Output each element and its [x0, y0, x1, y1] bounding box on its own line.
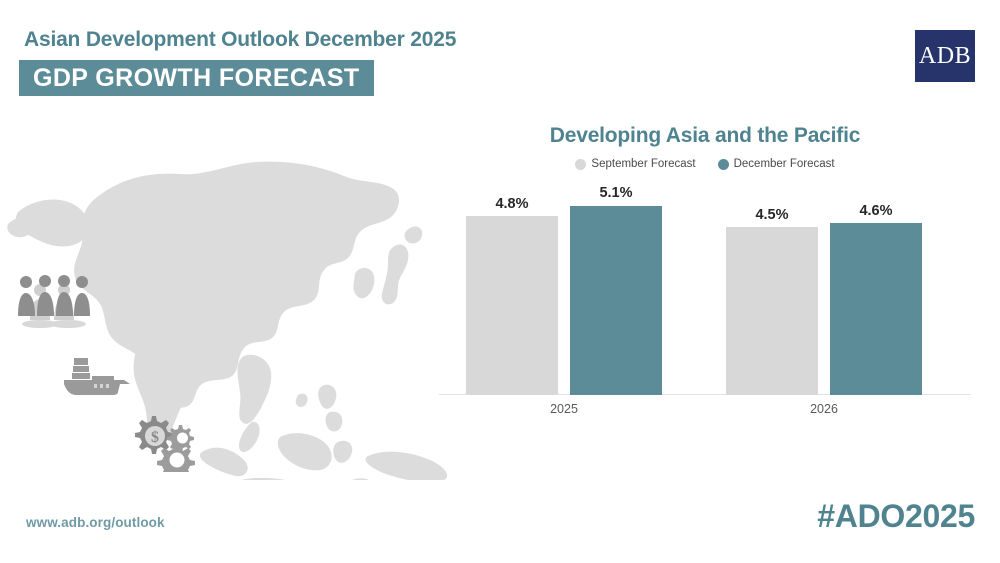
x-axis-label-2026: 2026: [810, 402, 838, 416]
page-title: Asian Development Outlook December 2025: [24, 28, 457, 51]
legend-label-december: December Forecast: [733, 158, 835, 170]
adb-logo: ADB: [915, 30, 975, 82]
bar-group-2026: 4.5% 4.6%: [713, 186, 935, 395]
bar-value-2026-december: 4.6%: [859, 202, 893, 219]
bar-column-2025-september[interactable]: 4.8%: [466, 186, 558, 395]
chart-plot-area: 4.8% 5.1% 4.5% 4.6%: [425, 186, 985, 422]
legend-label-september: September Forecast: [591, 158, 696, 170]
bar-2025-december[interactable]: [570, 205, 662, 395]
legend-item-december[interactable]: December Forecast: [717, 158, 835, 170]
svg-text:$: $: [151, 429, 159, 446]
website-url[interactable]: www.adb.org/outlook: [26, 515, 165, 530]
bar-value-2025-september: 4.8%: [495, 195, 529, 212]
adb-logo-text: ADB: [918, 43, 972, 69]
gears-dollar-icon: $: [130, 412, 198, 482]
x-axis-line: [439, 394, 971, 395]
chart-legend: September Forecast December Forecast: [425, 158, 985, 170]
chart-panel: Developing Asia and the Pacific Septembe…: [425, 108, 985, 446]
bar-column-2026-september[interactable]: 4.5%: [726, 186, 818, 395]
bar-value-2026-september: 4.5%: [755, 206, 789, 223]
x-axis-label-2025: 2025: [550, 402, 578, 416]
cargo-ship-icon: [62, 354, 132, 403]
bar-value-2025-december: 5.1%: [599, 185, 633, 201]
legend-item-september[interactable]: September Forecast: [575, 158, 696, 170]
asia-pacific-map: [0, 150, 470, 480]
hashtag: #ADO2025: [817, 498, 975, 534]
bar-2026-december[interactable]: [830, 223, 922, 395]
bar-group-2025: 4.8% 5.1%: [453, 186, 675, 395]
bar-column-2026-december[interactable]: 4.6%: [830, 186, 922, 395]
banner: GDP GROWTH FORECAST: [19, 60, 374, 96]
people-group-icon: [18, 268, 90, 335]
legend-swatch-september: [575, 158, 587, 170]
bar-column-2025-december[interactable]: 5.1%: [570, 186, 662, 395]
legend-swatch-december: [717, 158, 729, 170]
chart-title: Developing Asia and the Pacific: [549, 124, 861, 147]
bar-2026-september[interactable]: [726, 227, 818, 395]
bar-2025-september[interactable]: [466, 216, 558, 395]
banner-title: GDP GROWTH FORECAST: [33, 63, 360, 92]
